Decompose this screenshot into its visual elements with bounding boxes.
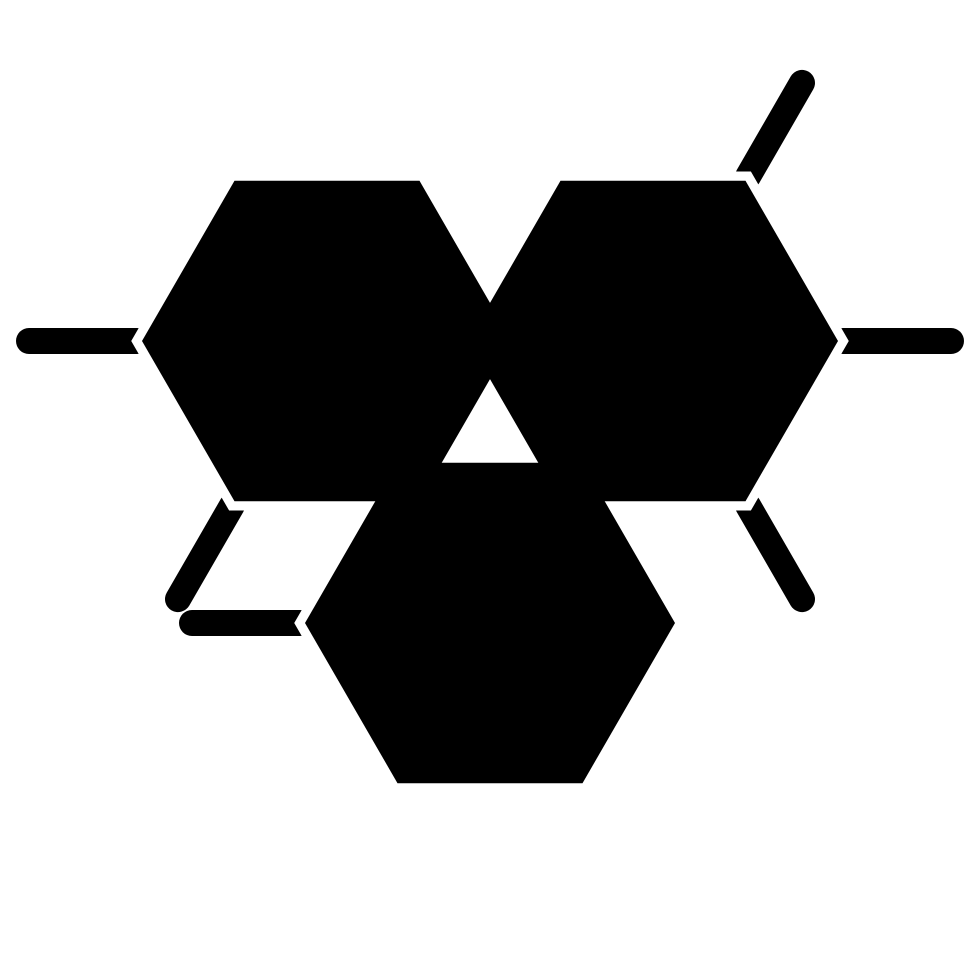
bond-line	[178, 506, 232, 600]
molecule-hexagons-icon	[0, 0, 980, 980]
bond-line	[748, 83, 802, 177]
icon-canvas	[0, 0, 980, 980]
hexagons-group	[142, 181, 838, 783]
bond-line	[748, 506, 802, 600]
